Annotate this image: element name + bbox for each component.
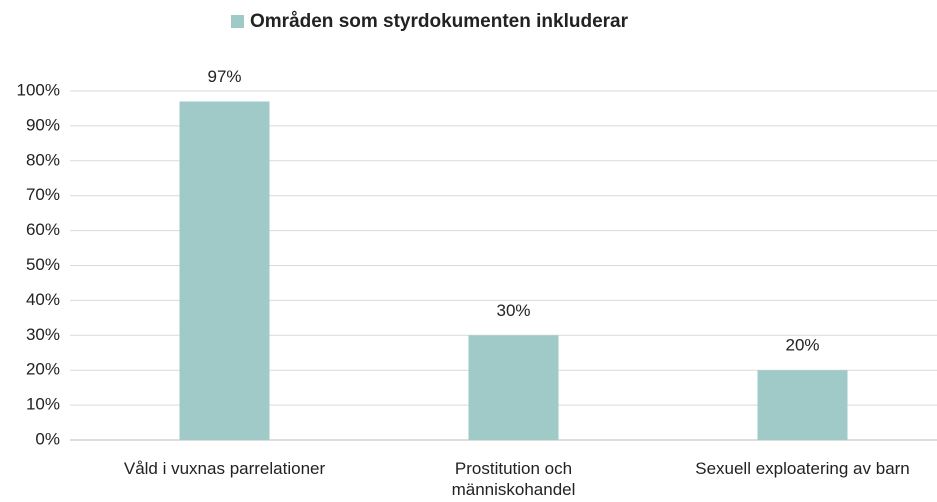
x-tick-label: Prostitution och människohandel: [451, 459, 576, 499]
y-tick-label: 0%: [35, 429, 60, 448]
bar: [757, 370, 848, 440]
data-label: 97%: [207, 67, 241, 86]
y-tick-label: 80%: [26, 150, 60, 169]
y-tick-label: 40%: [26, 290, 60, 309]
data-label: 30%: [496, 301, 530, 320]
legend-swatch: [231, 15, 244, 28]
data-label: 20%: [785, 336, 819, 355]
y-tick-label: 30%: [26, 325, 60, 344]
legend-label: Områden som styrdokumenten inkluderar: [250, 11, 629, 32]
y-tick-label: 70%: [26, 185, 60, 204]
y-tick-label: 60%: [26, 220, 60, 239]
bar: [179, 101, 270, 440]
y-tick-label: 50%: [26, 255, 60, 274]
x-tick-label: Våld i vuxnas parrelationer: [123, 459, 326, 478]
x-tick-label: Sexuell exploatering av barn: [695, 459, 910, 478]
y-tick-label: 100%: [17, 80, 60, 99]
y-tick-label: 10%: [26, 395, 60, 414]
y-tick-label: 90%: [26, 115, 60, 134]
y-tick-label: 20%: [26, 360, 60, 379]
bar: [468, 335, 559, 440]
